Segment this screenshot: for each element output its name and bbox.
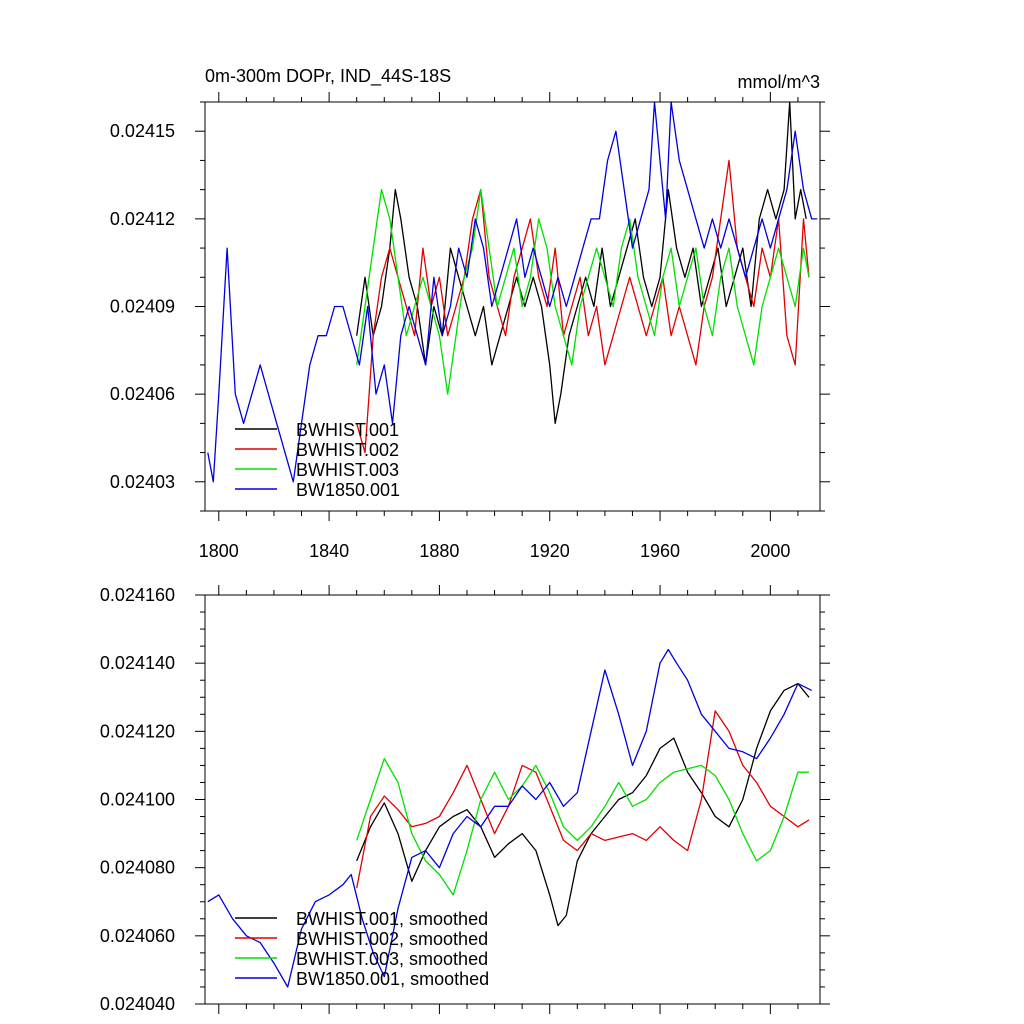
series-line-bwhist-003 bbox=[356, 188, 810, 395]
legend-label: BW1850.001 bbox=[296, 480, 400, 500]
y-tick-label: 0.024160 bbox=[100, 585, 175, 605]
y-tick-label: 0.02403 bbox=[110, 472, 175, 492]
top-plot-frame bbox=[204, 101, 821, 512]
x-tick-label: 1840 bbox=[309, 541, 349, 561]
top-panel: 0m-300m DOPr, IND_44S-18S mmol/m^3 1800 1… bbox=[110, 66, 830, 561]
bottom-plot-frame bbox=[204, 594, 821, 1005]
series-line-bwhist-001 bbox=[356, 101, 807, 425]
legend-label: BWHIST.001, smoothed bbox=[296, 909, 488, 929]
x-tick-label: 2000 bbox=[750, 541, 790, 561]
legend-label: BWHIST.003 bbox=[296, 460, 399, 480]
series-line-bwhist-001 bbox=[356, 682, 810, 927]
y-tick-label: 0.02415 bbox=[110, 121, 175, 141]
y-tick-label: 0.024120 bbox=[100, 721, 175, 741]
legend-label: BWHIST.001 bbox=[296, 420, 399, 440]
top-series-lines bbox=[207, 101, 818, 483]
y-tick-label: 0.02409 bbox=[110, 297, 175, 317]
bottom-axis-ticks: 0.024040 0.024060 0.024080 0.024100 0.024120… bbox=[100, 585, 830, 1014]
bottom-panel: 0.024040 0.024060 0.024080 0.024100 0.024120… bbox=[100, 585, 830, 1014]
series-line-bwhist-002 bbox=[356, 159, 810, 454]
y-tick-label: 0.02406 bbox=[110, 384, 175, 404]
y-tick-label: 0.024060 bbox=[100, 926, 175, 946]
series-line-bwhist-003 bbox=[356, 757, 809, 896]
series-line-bw1850-001 bbox=[207, 101, 818, 483]
legend-label: BWHIST.002 bbox=[296, 440, 399, 460]
top-axis-ticks: 1800 1840 1880 1920 1960 2000 0.02403 0.02406 0.… bbox=[110, 92, 830, 561]
top-units: mmol/m^3 bbox=[738, 72, 820, 92]
x-tick-label: 1960 bbox=[640, 541, 680, 561]
x-tick-label: 1800 bbox=[199, 541, 239, 561]
x-tick-label: 1920 bbox=[530, 541, 570, 561]
legend-label: BWHIST.002, smoothed bbox=[296, 929, 488, 949]
y-tick-label: 0.024140 bbox=[100, 653, 175, 673]
bottom-series-lines bbox=[207, 648, 812, 988]
y-tick-label: 0.024100 bbox=[100, 790, 175, 810]
y-tick-label: 0.024080 bbox=[100, 858, 175, 878]
legend-label: BW1850.001, smoothed bbox=[296, 969, 489, 989]
y-tick-label: 0.02412 bbox=[110, 209, 175, 229]
x-tick-label: 1880 bbox=[419, 541, 459, 561]
legend-label: BWHIST.003, smoothed bbox=[296, 949, 488, 969]
top-title: 0m-300m DOPr, IND_44S-18S bbox=[205, 66, 451, 87]
y-tick-label: 0.024040 bbox=[100, 994, 175, 1014]
series-line-bw1850-001 bbox=[207, 648, 812, 988]
series-line-bwhist-002 bbox=[356, 710, 810, 889]
